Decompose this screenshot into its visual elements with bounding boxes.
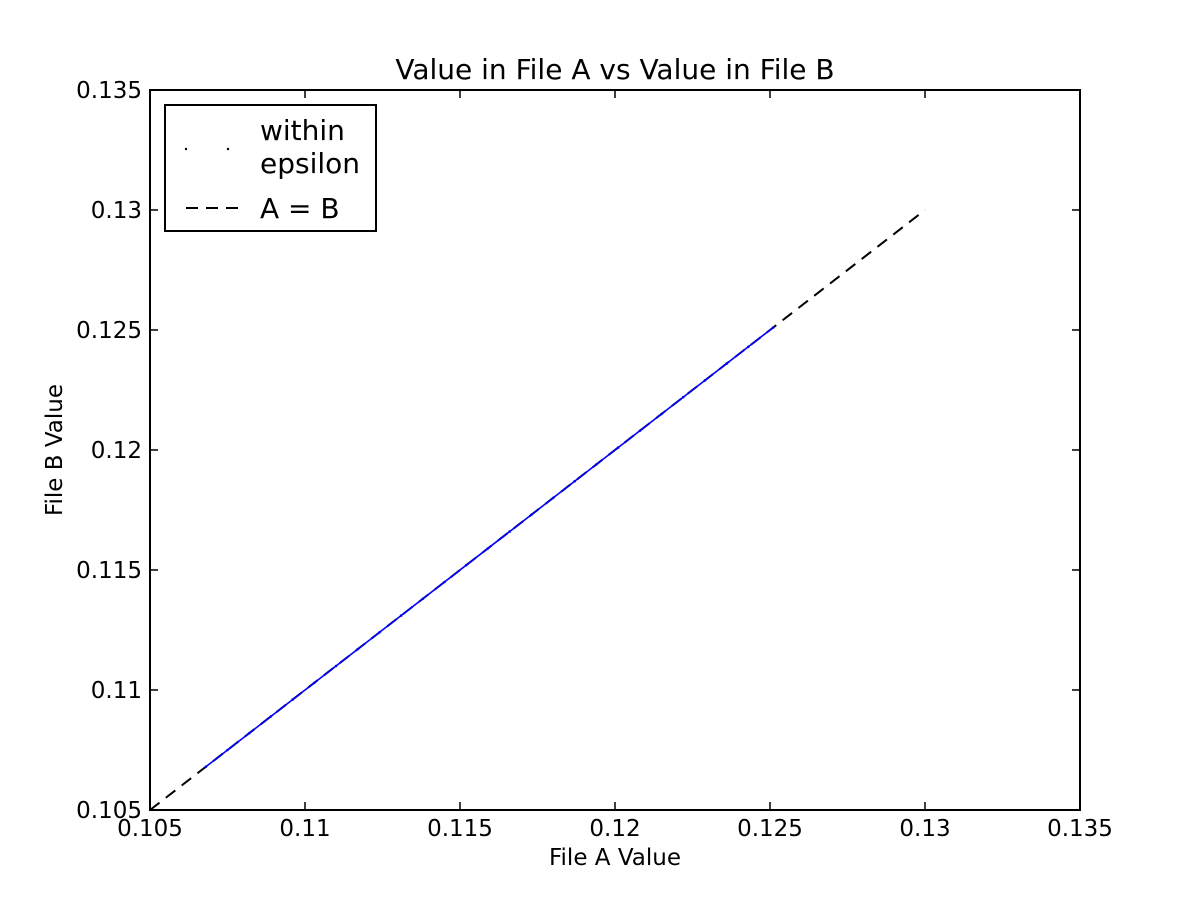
data-point (681, 395, 685, 399)
data-point (725, 362, 728, 365)
y-tick-label: 0.13 (91, 198, 142, 224)
x-tick-label: 0.115 (427, 816, 493, 842)
y-tick-label: 0.11 (91, 678, 142, 704)
legend-label-within-epsilon-line1: within (260, 114, 345, 147)
data-point (399, 614, 403, 617)
data-point (247, 731, 251, 735)
data-point (616, 446, 620, 449)
data-point (421, 597, 425, 601)
data-point (378, 631, 381, 634)
x-tick-label: 0.11 (279, 816, 330, 842)
legend-label-a-equals-b: A = B (260, 192, 340, 225)
data-point (771, 326, 775, 329)
data-point (638, 429, 642, 433)
legend: within epsilon A = B (164, 104, 377, 232)
data-point (334, 664, 338, 668)
legend-marker-within-epsilon (184, 147, 188, 151)
data-point (747, 345, 750, 349)
x-tick-label: 0.13 (899, 816, 950, 842)
data-point (313, 681, 316, 685)
data-point (226, 748, 229, 752)
data-point (486, 547, 490, 550)
data-point (204, 765, 208, 769)
data-point (530, 513, 533, 517)
y-tick-label: 0.115 (76, 558, 142, 584)
data-point (573, 479, 576, 483)
x-tick-label: 0.135 (1047, 816, 1113, 842)
data-point (291, 698, 294, 701)
x-axis: 0.105 0.11 0.115 0.12 0.125 0.13 0.135 (117, 90, 1113, 842)
y-tick-label: 0.105 (76, 798, 142, 824)
data-point (551, 496, 555, 500)
data-point (356, 647, 360, 651)
legend-label-within-epsilon-line2: epsilon (260, 147, 360, 180)
y-tick-label: 0.135 (76, 78, 142, 104)
data-point (443, 580, 446, 584)
data-point (595, 463, 598, 466)
x-tick-label: 0.125 (737, 816, 803, 842)
data-point (464, 563, 468, 567)
chart-title: Value in File A vs Value in File B (395, 53, 834, 86)
y-axis: 0.105 0.11 0.115 0.12 0.125 0.13 0.135 (76, 78, 1080, 824)
y-axis-label: File B Value (42, 384, 68, 516)
y-tick-label: 0.12 (91, 438, 142, 464)
series-within-epsilon-trail (205, 326, 774, 768)
data-point (660, 412, 663, 416)
x-axis-label: File A Value (549, 845, 681, 871)
x-tick-label: 0.12 (589, 816, 640, 842)
legend-frame (164, 104, 377, 232)
x-tick-label: 0.105 (117, 816, 183, 842)
series-layer (149, 209, 926, 811)
y-tick-label: 0.125 (76, 318, 142, 344)
data-point (508, 530, 511, 533)
legend-marker-within-epsilon (226, 147, 230, 151)
data-point (703, 379, 707, 382)
data-point (269, 715, 273, 718)
